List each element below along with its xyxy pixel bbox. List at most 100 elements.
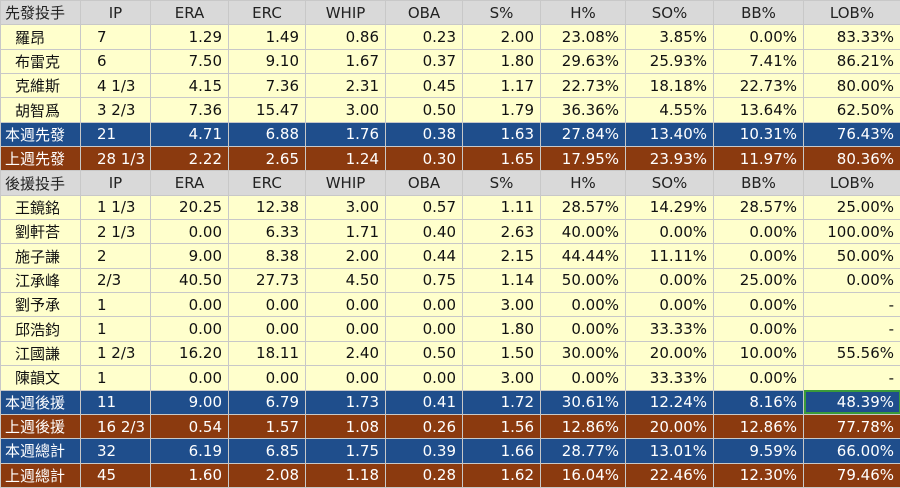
header-cell: H% (541, 171, 626, 195)
header-cell: S% (463, 171, 541, 195)
table-cell: 10.00% (714, 341, 804, 365)
table-cell: 1.66 (463, 439, 541, 463)
table-cell: 66.00% (804, 439, 900, 463)
table-cell: 28 1/3 (81, 147, 151, 171)
table-cell: 0.00 (229, 293, 306, 317)
table-cell: 江國謙 (1, 341, 81, 365)
table-cell: 2 1/3 (81, 220, 151, 244)
table-cell: 1.60 (151, 463, 229, 487)
header-cell: OBA (386, 171, 463, 195)
header-cell: ERA (151, 1, 229, 25)
table-cell: 17.95% (541, 147, 626, 171)
table-cell: 28.57% (714, 195, 804, 219)
table-cell: 1.67 (306, 49, 386, 73)
table-cell: 陳韻文 (1, 366, 81, 390)
header-cell: BB% (714, 171, 804, 195)
table-cell: - (804, 293, 900, 317)
table-cell: 1.76 (306, 122, 386, 146)
table-cell: 0.00 (229, 366, 306, 390)
table-cell: 上週先發 (1, 147, 81, 171)
table-cell: 0.44 (386, 244, 463, 268)
table-cell: 12.86% (541, 414, 626, 438)
table-cell: 6.88 (229, 122, 306, 146)
table-cell: 79.46% (804, 463, 900, 487)
table-cell: 76.43% (804, 122, 900, 146)
table-cell: 上週後援 (1, 414, 81, 438)
table-cell: 本週後援 (1, 390, 81, 414)
table-cell: 0.38 (386, 122, 463, 146)
table-cell: 13.40% (626, 122, 714, 146)
table-cell: 25.00% (804, 195, 900, 219)
table-cell: 劉予承 (1, 293, 81, 317)
table-cell: 14.29% (626, 195, 714, 219)
table-cell: 27.84% (541, 122, 626, 146)
table-cell: 1.24 (306, 147, 386, 171)
table-cell: 22.73% (541, 74, 626, 98)
table-cell: 21 (81, 122, 151, 146)
table-cell: 6.33 (229, 220, 306, 244)
table-cell: 33.33% (626, 366, 714, 390)
table-cell: 0.40 (386, 220, 463, 244)
table-cell: 1.56 (463, 414, 541, 438)
table-cell: 55.56% (804, 341, 900, 365)
table-cell: 2.22 (151, 147, 229, 171)
table-cell: 本週先發 (1, 122, 81, 146)
table-cell: 0.54 (151, 414, 229, 438)
table-cell: 16.20 (151, 341, 229, 365)
header-cell: 後援投手 (1, 171, 81, 195)
table-cell: 1.65 (463, 147, 541, 171)
table-cell: 1.29 (151, 25, 229, 49)
table-cell: 0.00 (151, 220, 229, 244)
table-cell: 1.50 (463, 341, 541, 365)
table-cell: 2/3 (81, 268, 151, 292)
table-cell: 0.00% (714, 293, 804, 317)
table-cell: 16 2/3 (81, 414, 151, 438)
table-cell: 6.19 (151, 439, 229, 463)
table-cell: 12.30% (714, 463, 804, 487)
table-cell: 8.16% (714, 390, 804, 414)
table-cell: 0.00 (151, 317, 229, 341)
table-cell: 2.63 (463, 220, 541, 244)
table-cell: 45 (81, 463, 151, 487)
table-cell: 王鏡銘 (1, 195, 81, 219)
table-cell: 1 2/3 (81, 341, 151, 365)
table-cell: 2.08 (229, 463, 306, 487)
table-cell: 1.80 (463, 317, 541, 341)
table-cell: 羅昂 (1, 25, 81, 49)
table-cell: 1.71 (306, 220, 386, 244)
table-cell: 3.00 (306, 98, 386, 122)
table-cell: 1 (81, 317, 151, 341)
table-cell: 3 2/3 (81, 98, 151, 122)
table-cell: 3.85% (626, 25, 714, 49)
table-cell: 0.37 (386, 49, 463, 73)
table-cell: 9.10 (229, 49, 306, 73)
table-cell: 40.00% (541, 220, 626, 244)
table-cell: 4.15 (151, 74, 229, 98)
table-cell: 0.00% (541, 293, 626, 317)
table-cell: 4 1/3 (81, 74, 151, 98)
header-cell: S% (463, 1, 541, 25)
table-cell: 0.28 (386, 463, 463, 487)
table-cell: 0.50 (386, 98, 463, 122)
table-cell: 36.36% (541, 98, 626, 122)
table-cell: - (804, 366, 900, 390)
table-cell: 0.00 (386, 293, 463, 317)
table-cell: 江承峰 (1, 268, 81, 292)
table-cell: 28.77% (541, 439, 626, 463)
header-cell: ERC (229, 1, 306, 25)
table-cell: 28.57% (541, 195, 626, 219)
table-cell: 9.59% (714, 439, 804, 463)
table-cell: 0.57 (386, 195, 463, 219)
table-cell: 83.33% (804, 25, 900, 49)
table-cell: 9.00 (151, 244, 229, 268)
table-cell: 86.21% (804, 49, 900, 73)
